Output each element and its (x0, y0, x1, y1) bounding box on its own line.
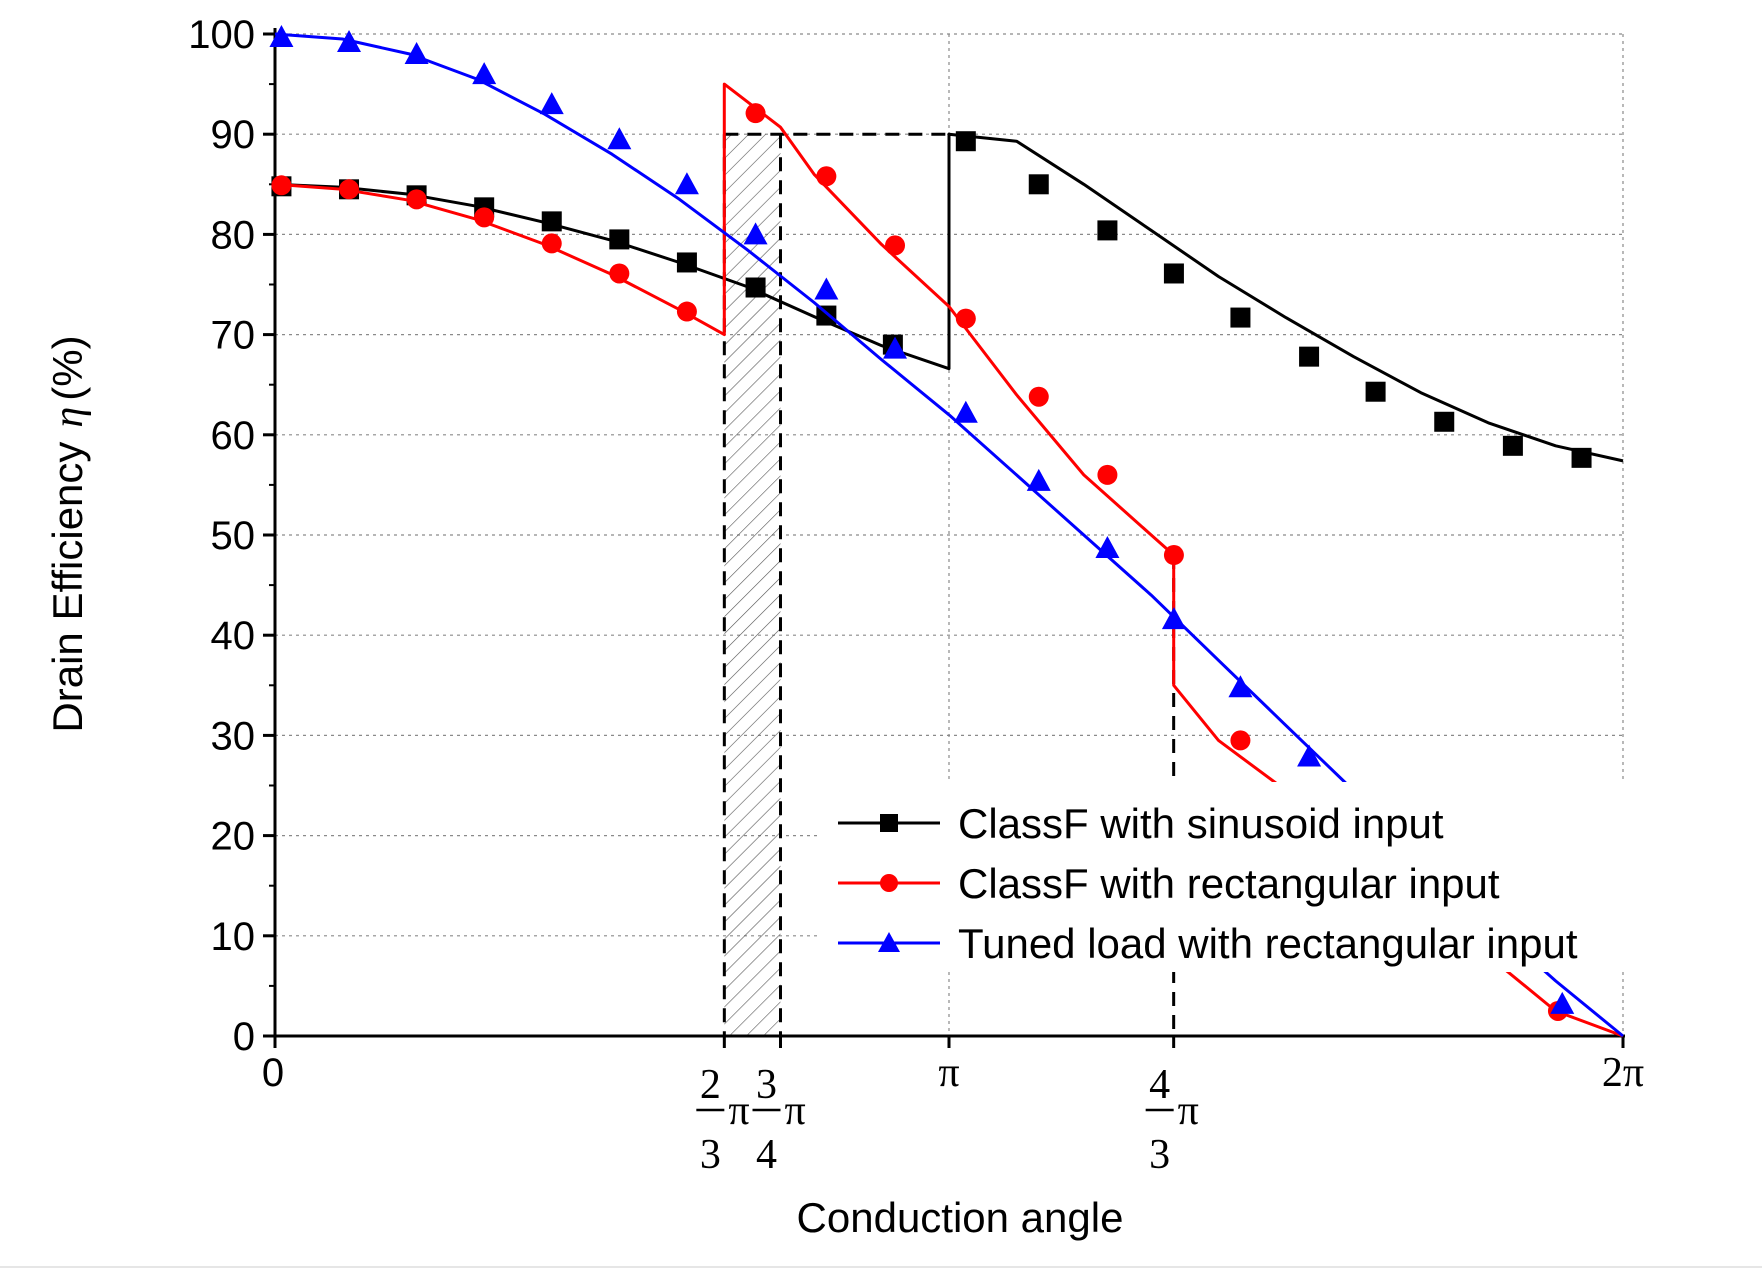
data-point-triangle (1161, 607, 1186, 630)
data-point-circle (271, 175, 292, 196)
y-tick-label: 90 (211, 113, 256, 157)
data-point-square (1230, 307, 1251, 328)
x-tick-numerator: 3 (756, 1062, 777, 1108)
legend-label: ClassF with rectangular input (958, 860, 1500, 907)
legend: ClassF with sinusoid input ClassF with r… (820, 782, 1700, 972)
data-point-circle (541, 233, 562, 254)
data-point-circle (1097, 464, 1118, 485)
x-tick-pi: π (785, 1088, 806, 1134)
x-tick-fraction-label: 2 3π (696, 1062, 750, 1178)
data-point-triangle (883, 336, 908, 359)
data-point-square (1097, 220, 1118, 241)
data-point-triangle (1026, 468, 1051, 491)
data-point-triangle (953, 400, 978, 423)
data-point-square (1434, 411, 1455, 432)
x-tick-pi: π (728, 1088, 749, 1134)
data-point-triangle (1228, 675, 1253, 698)
data-point-square (541, 211, 562, 232)
y-axis-title: Drain Efficiency η (%) (44, 335, 92, 732)
y-tick-label: 10 (211, 915, 256, 959)
y-tick-label: 60 (211, 414, 256, 458)
data-point-triangle (1095, 536, 1120, 559)
x-tick-label: 0 (262, 1051, 284, 1095)
legend-background (820, 782, 1700, 972)
data-point-circle (955, 308, 976, 329)
data-point-square (1502, 435, 1523, 456)
x-tick-fraction-label: 3 4π (752, 1062, 806, 1178)
x-tick-fraction-label: 4 3π (1145, 1062, 1199, 1178)
x-tick-denominator: 4 (756, 1132, 777, 1178)
data-point-circle (609, 263, 630, 284)
x-tick-denominator: 3 (700, 1132, 721, 1178)
data-point-circle (816, 166, 837, 187)
data-point-square (1028, 174, 1049, 195)
data-point-square (745, 277, 766, 298)
y-tick-label: 30 (211, 714, 256, 758)
x-tick-pi: π (1178, 1088, 1199, 1134)
data-point-square (1365, 381, 1386, 402)
x-axis-title: Conduction angle (797, 1194, 1124, 1241)
legend-marker-triangle (878, 932, 900, 952)
series-line-1 (274, 132, 1624, 463)
data-point-square (676, 252, 697, 273)
data-point-square (1299, 346, 1320, 367)
data-point-circle (885, 235, 906, 256)
data-point-triangle (539, 92, 564, 115)
x-tick-numerator: 2 (700, 1062, 721, 1108)
data-point-triangle (269, 25, 294, 48)
data-point-triangle (1550, 991, 1575, 1014)
legend-entry-tuned-load: Tuned load with rectangular input (838, 920, 1578, 967)
data-point-triangle (674, 172, 699, 195)
y-tick-label: 50 (211, 514, 256, 558)
y-tick-label: 0 (233, 1015, 255, 1059)
data-point-triangle (743, 222, 768, 245)
y-axis-title-text: Drain Efficiency (44, 442, 91, 733)
y-tick-label: 80 (211, 213, 256, 257)
data-point-triangle (472, 62, 497, 85)
data-point-square (609, 229, 630, 250)
y-axis-symbol: η (46, 407, 92, 428)
data-point-square (955, 131, 976, 152)
bottom-divider (0, 1266, 1762, 1268)
data-point-circle (745, 103, 766, 124)
x-tick-label: 2π (1602, 1050, 1644, 1096)
legend-marker-circle (880, 874, 898, 892)
y-axis-unit: (%) (44, 335, 91, 400)
x-tick-label: π (938, 1050, 959, 1096)
y-tick-label: 100 (188, 13, 255, 57)
x-tick-denominator: 3 (1149, 1132, 1170, 1178)
y-tick-label: 40 (211, 614, 256, 658)
y-tick-label: 20 (211, 815, 256, 859)
data-point-triangle (337, 30, 362, 53)
data-point-triangle (814, 277, 839, 300)
y-tick-label: 70 (211, 314, 256, 358)
data-point-triangle (1297, 744, 1322, 767)
legend-marker-square (880, 814, 898, 832)
data-point-circle (676, 301, 697, 322)
data-point-circle (474, 207, 495, 228)
data-point-triangle (404, 42, 429, 65)
data-point-circle (1028, 386, 1049, 407)
data-point-circle (1163, 545, 1184, 566)
data-point-circle (406, 189, 427, 210)
data-point-circle (339, 179, 360, 200)
legend-entry-sinusoid: ClassF with sinusoid input (838, 800, 1444, 847)
x-tick-numerator: 4 (1149, 1062, 1170, 1108)
data-point-square (1571, 447, 1592, 468)
data-point-triangle (607, 127, 632, 150)
legend-label: ClassF with sinusoid input (958, 800, 1444, 847)
data-point-circle (1230, 730, 1251, 751)
legend-label: Tuned load with rectangular input (958, 920, 1578, 967)
legend-entry-rectangular: ClassF with rectangular input (838, 860, 1500, 907)
data-point-square (1163, 263, 1184, 284)
